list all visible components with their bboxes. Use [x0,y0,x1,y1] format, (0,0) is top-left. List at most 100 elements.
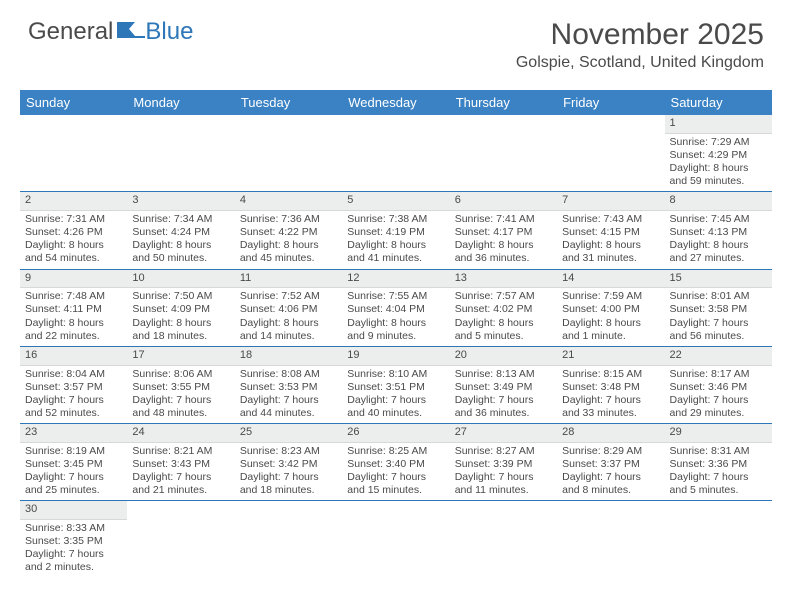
sunset-text: Sunset: 3:58 PM [670,303,767,316]
daylight-text-2: and 52 minutes. [25,407,122,420]
sunset-text: Sunset: 4:22 PM [240,226,337,239]
sunrise-text: Sunrise: 8:25 AM [347,445,444,458]
daylight-text-2: and 31 minutes. [562,252,659,265]
sunrise-text: Sunrise: 7:43 AM [562,213,659,226]
daylight-text-2: and 2 minutes. [25,561,122,574]
calendar-day: 18Sunrise: 8:08 AMSunset: 3:53 PMDayligh… [235,347,342,424]
sunset-text: Sunset: 3:51 PM [347,381,444,394]
calendar-day: 30Sunrise: 8:33 AMSunset: 3:35 PMDayligh… [20,501,127,577]
day-number: 18 [235,347,342,366]
location-text: Golspie, Scotland, United Kingdom [516,54,764,72]
day-header: Thursday [450,90,557,115]
daylight-text-2: and 11 minutes. [455,484,552,497]
sunset-text: Sunset: 3:40 PM [347,458,444,471]
daylight-text-2: and 56 minutes. [670,330,767,343]
day-details: Sunrise: 8:08 AMSunset: 3:53 PMDaylight:… [235,366,342,424]
daylight-text-2: and 36 minutes. [455,407,552,420]
sunset-text: Sunset: 4:06 PM [240,303,337,316]
daylight-text-2: and 18 minutes. [132,330,229,343]
day-number: 4 [235,192,342,211]
daylight-text: Daylight: 8 hours [347,317,444,330]
sunset-text: Sunset: 3:48 PM [562,381,659,394]
day-number: 7 [557,192,664,211]
calendar-empty [235,115,342,192]
calendar-week: 1Sunrise: 7:29 AMSunset: 4:29 PMDaylight… [20,115,772,192]
day-details: Sunrise: 7:29 AMSunset: 4:29 PMDaylight:… [665,134,772,192]
sunset-text: Sunset: 3:43 PM [132,458,229,471]
day-number: 22 [665,347,772,366]
sunrise-text: Sunrise: 7:38 AM [347,213,444,226]
daylight-text-2: and 25 minutes. [25,484,122,497]
sunset-text: Sunset: 4:29 PM [670,149,767,162]
sunrise-text: Sunrise: 8:23 AM [240,445,337,458]
day-number: 17 [127,347,234,366]
calendar-day: 16Sunrise: 8:04 AMSunset: 3:57 PMDayligh… [20,347,127,424]
day-number: 27 [450,424,557,443]
daylight-text-2: and 15 minutes. [347,484,444,497]
day-details: Sunrise: 8:04 AMSunset: 3:57 PMDaylight:… [20,366,127,424]
day-number: 26 [342,424,449,443]
daylight-text: Daylight: 8 hours [347,239,444,252]
sunrise-text: Sunrise: 8:15 AM [562,368,659,381]
daylight-text: Daylight: 8 hours [132,239,229,252]
day-header: Monday [127,90,234,115]
day-details: Sunrise: 8:01 AMSunset: 3:58 PMDaylight:… [665,288,772,346]
daylight-text: Daylight: 8 hours [670,239,767,252]
sunset-text: Sunset: 4:09 PM [132,303,229,316]
calendar-day: 15Sunrise: 8:01 AMSunset: 3:58 PMDayligh… [665,270,772,347]
sunset-text: Sunset: 4:24 PM [132,226,229,239]
logo-text-2: Blue [145,18,193,46]
calendar-day: 22Sunrise: 8:17 AMSunset: 3:46 PMDayligh… [665,347,772,424]
sunrise-text: Sunrise: 8:08 AM [240,368,337,381]
daylight-text-2: and 5 minutes. [670,484,767,497]
day-details: Sunrise: 7:45 AMSunset: 4:13 PMDaylight:… [665,211,772,269]
daylight-text-2: and 54 minutes. [25,252,122,265]
daylight-text: Daylight: 7 hours [670,317,767,330]
daylight-text: Daylight: 8 hours [455,239,552,252]
sunrise-text: Sunrise: 7:36 AM [240,213,337,226]
day-number: 13 [450,270,557,289]
calendar-day: 27Sunrise: 8:27 AMSunset: 3:39 PMDayligh… [450,424,557,501]
calendar-day: 11Sunrise: 7:52 AMSunset: 4:06 PMDayligh… [235,270,342,347]
calendar-empty [450,501,557,577]
calendar-empty [342,501,449,577]
sunrise-text: Sunrise: 8:21 AM [132,445,229,458]
daylight-text: Daylight: 7 hours [455,471,552,484]
calendar-day: 25Sunrise: 8:23 AMSunset: 3:42 PMDayligh… [235,424,342,501]
daylight-text-2: and 8 minutes. [562,484,659,497]
daylight-text: Daylight: 7 hours [132,471,229,484]
sunrise-text: Sunrise: 7:50 AM [132,290,229,303]
daylight-text-2: and 21 minutes. [132,484,229,497]
day-number: 29 [665,424,772,443]
day-details: Sunrise: 7:57 AMSunset: 4:02 PMDaylight:… [450,288,557,346]
day-details: Sunrise: 8:25 AMSunset: 3:40 PMDaylight:… [342,443,449,501]
calendar-day: 17Sunrise: 8:06 AMSunset: 3:55 PMDayligh… [127,347,234,424]
sunrise-text: Sunrise: 7:29 AM [670,136,767,149]
daylight-text-2: and 36 minutes. [455,252,552,265]
calendar-day: 21Sunrise: 8:15 AMSunset: 3:48 PMDayligh… [557,347,664,424]
day-details: Sunrise: 8:19 AMSunset: 3:45 PMDaylight:… [20,443,127,501]
day-details: Sunrise: 8:17 AMSunset: 3:46 PMDaylight:… [665,366,772,424]
day-number: 12 [342,270,449,289]
calendar-day: 26Sunrise: 8:25 AMSunset: 3:40 PMDayligh… [342,424,449,501]
day-details: Sunrise: 7:59 AMSunset: 4:00 PMDaylight:… [557,288,664,346]
sunrise-text: Sunrise: 7:52 AM [240,290,337,303]
daylight-text: Daylight: 7 hours [132,394,229,407]
sunrise-text: Sunrise: 8:17 AM [670,368,767,381]
sunset-text: Sunset: 4:00 PM [562,303,659,316]
daylight-text: Daylight: 7 hours [670,394,767,407]
page-header: General Blue November 2025 Golspie, Scot… [0,0,792,80]
day-details: Sunrise: 8:31 AMSunset: 3:36 PMDaylight:… [665,443,772,501]
daylight-text: Daylight: 8 hours [562,239,659,252]
daylight-text-2: and 27 minutes. [670,252,767,265]
sunset-text: Sunset: 4:19 PM [347,226,444,239]
sunset-text: Sunset: 3:36 PM [670,458,767,471]
calendar-empty [665,501,772,577]
calendar-empty [557,115,664,192]
day-header: Wednesday [342,90,449,115]
calendar-day: 8Sunrise: 7:45 AMSunset: 4:13 PMDaylight… [665,192,772,269]
sunset-text: Sunset: 3:37 PM [562,458,659,471]
logo: General Blue [28,18,193,46]
daylight-text: Daylight: 8 hours [670,162,767,175]
day-header: Friday [557,90,664,115]
